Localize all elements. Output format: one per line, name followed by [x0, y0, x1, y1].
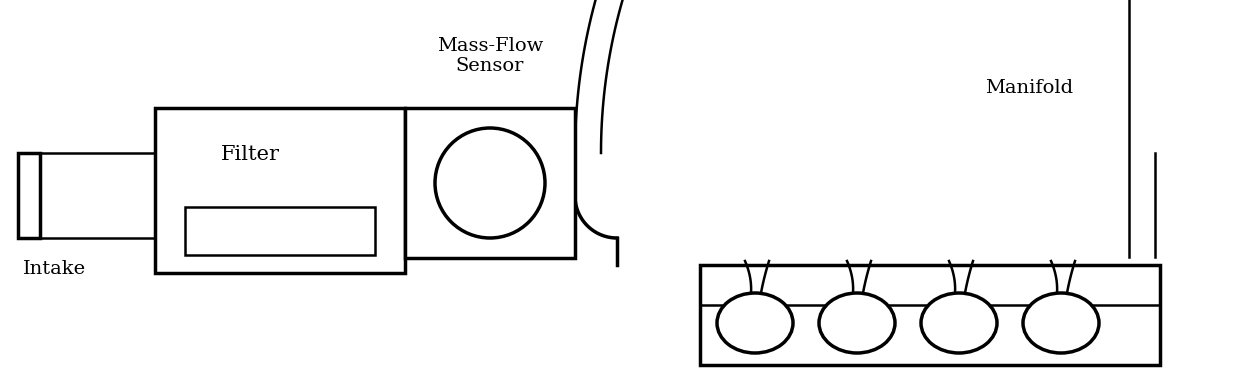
Text: Manifold: Manifold	[985, 79, 1073, 97]
Circle shape	[435, 128, 545, 238]
Ellipse shape	[1023, 293, 1099, 353]
Ellipse shape	[921, 293, 997, 353]
Text: Mass-Flow
Sensor: Mass-Flow Sensor	[437, 37, 543, 75]
Ellipse shape	[717, 293, 793, 353]
Bar	[19, 153, 40, 238]
Bar	[700, 265, 1160, 365]
Text: Intake: Intake	[24, 260, 87, 278]
Bar	[185, 207, 375, 255]
Bar	[155, 108, 405, 273]
Text: Filter: Filter	[221, 145, 280, 164]
Ellipse shape	[819, 293, 895, 353]
Bar	[405, 108, 575, 258]
